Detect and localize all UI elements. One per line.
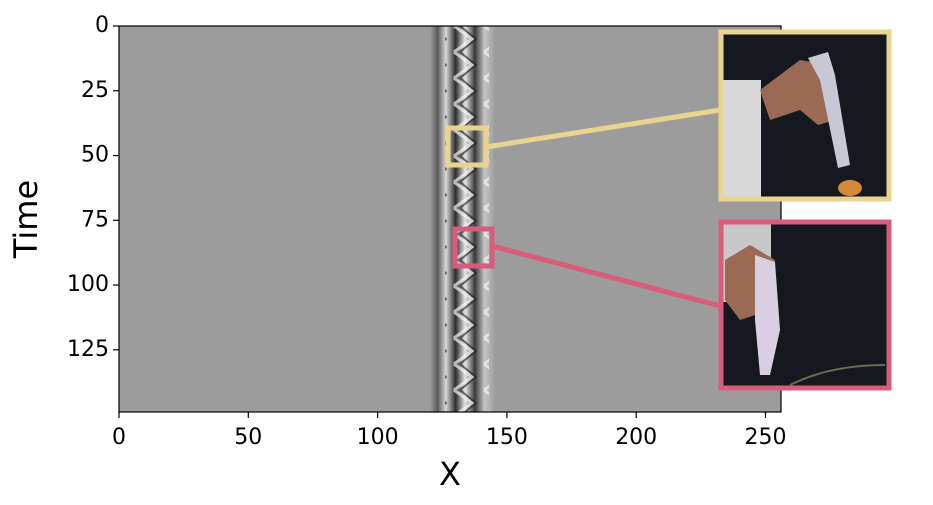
x-tick-label: 0: [112, 425, 126, 450]
x-tick-label: 100: [357, 425, 399, 450]
y-tick-label: 50: [81, 143, 109, 168]
inset-photo: [718, 29, 892, 202]
x-axis-label: X: [439, 455, 461, 493]
inset-photo: [718, 219, 892, 391]
y-tick-label: 125: [67, 337, 109, 362]
y-axis-label: Time: [7, 180, 45, 259]
heatmap-image: [119, 26, 781, 412]
x-tick-label: 50: [234, 425, 262, 450]
axes-frame: [118, 25, 782, 413]
y-tick-label: 75: [81, 207, 109, 232]
x-tick-label: 150: [486, 425, 528, 450]
y-tick-label: 0: [95, 13, 109, 38]
highlights: [445, 107, 721, 309]
x-tick-label: 250: [744, 425, 786, 450]
y-tick-label: 25: [81, 78, 109, 103]
y-tick-label: 100: [67, 272, 109, 297]
x-tick-label: 200: [615, 425, 657, 450]
